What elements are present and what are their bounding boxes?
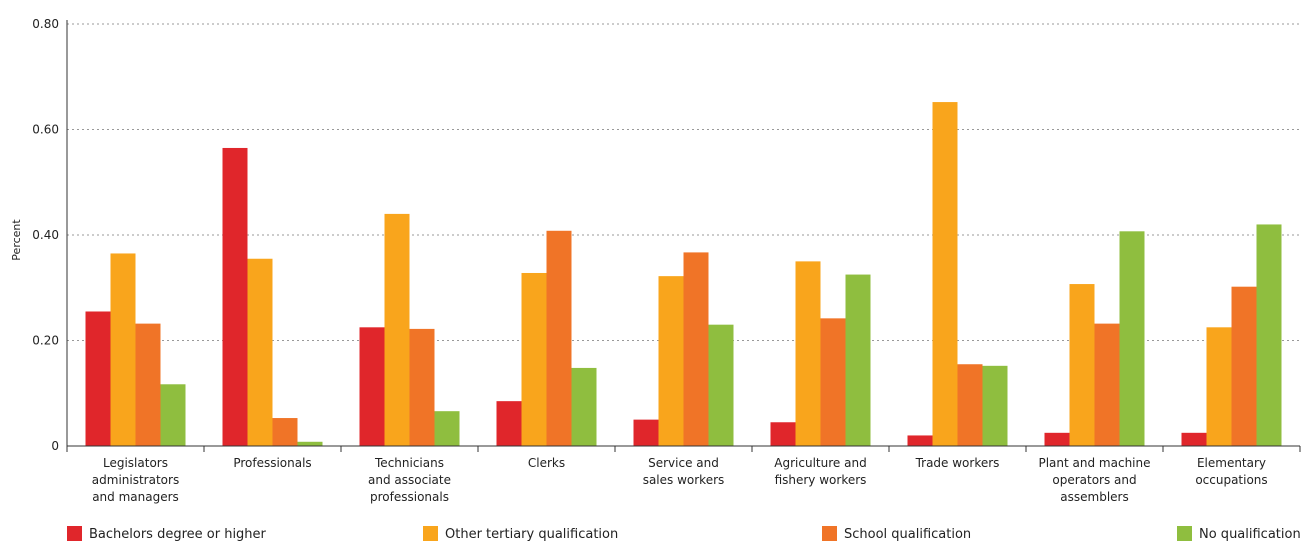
bar: [359, 327, 385, 446]
category-label: Elementary occupations: [1195, 456, 1267, 487]
y-axis-title: Percent: [10, 219, 23, 261]
y-tick-label: 0.20: [32, 334, 59, 348]
legend-label: School qualification: [844, 527, 971, 542]
bar: [1256, 224, 1282, 446]
bar: [795, 261, 821, 446]
bar: [247, 258, 273, 446]
bar: [1206, 327, 1232, 446]
bar: [770, 422, 796, 446]
bar: [1181, 432, 1207, 446]
legend-label: No qualification: [1199, 527, 1301, 542]
bar: [222, 147, 248, 446]
bar: [521, 272, 547, 446]
legend-swatch: [67, 526, 82, 541]
bar: [658, 276, 684, 446]
y-tick-labels: 0 0.20 0.40 0.60 0.80: [32, 17, 59, 453]
bar: [932, 102, 958, 446]
category-label: Trade workers: [915, 456, 1000, 470]
bar: [434, 411, 460, 446]
bar: [110, 253, 136, 446]
bars: [85, 102, 1282, 446]
bar: [820, 318, 846, 446]
bar: [272, 418, 298, 446]
category-labels: Legislators administrators and managers Pro…: [92, 456, 1268, 504]
category-label: Professionals: [233, 456, 311, 470]
bar: [907, 435, 933, 446]
bar: [546, 230, 572, 446]
y-tick-label: 0.80: [32, 17, 59, 31]
legend-swatch: [1177, 526, 1192, 541]
bar: [160, 384, 186, 446]
legend: Bachelors degree or higher Other tertiary…: [67, 526, 1301, 542]
bar: [571, 367, 597, 446]
bar: [85, 311, 111, 446]
bar: [957, 364, 983, 446]
category-label: Clerks: [528, 456, 565, 470]
bar: [384, 213, 410, 446]
bar: [633, 419, 659, 446]
bar: [708, 324, 734, 446]
legend-label: Bachelors degree or higher: [89, 527, 267, 542]
bar: [1119, 231, 1145, 446]
bar: [683, 252, 709, 446]
y-tick-label: 0.60: [32, 123, 59, 137]
bar: [135, 323, 161, 446]
category-label: Legislators administrators and managers: [92, 456, 179, 504]
x-axis: [66, 20, 1301, 452]
category-label: Technicians and associate professionals: [368, 456, 451, 504]
category-label: Plant and machine operators and assemblers: [1038, 456, 1150, 504]
legend-swatch: [822, 526, 837, 541]
y-tick-label: 0: [51, 439, 59, 453]
category-label: Service and sales workers: [643, 456, 725, 487]
bar: [409, 328, 435, 446]
legend-label: Other tertiary qualification: [445, 527, 618, 542]
bar: [845, 274, 871, 446]
bar: [496, 401, 522, 446]
legend-swatch: [423, 526, 438, 541]
bar: [1094, 323, 1120, 446]
bar: [982, 365, 1008, 446]
bar: [1044, 432, 1070, 446]
bar: [1231, 286, 1257, 446]
bar: [1069, 284, 1095, 446]
bar: [297, 441, 323, 446]
category-label: Agriculture and fishery workers: [774, 456, 866, 487]
y-tick-label: 0.40: [32, 228, 59, 242]
